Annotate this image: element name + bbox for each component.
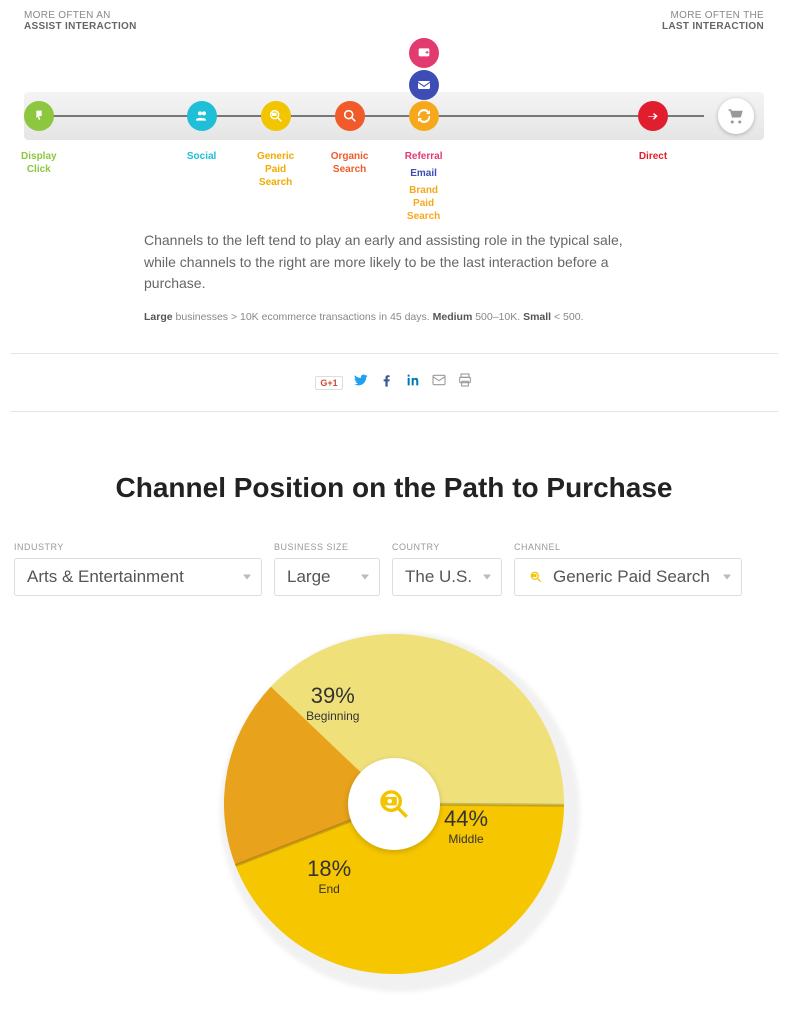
journey-node-direct bbox=[638, 101, 668, 131]
journey-node-display-click bbox=[24, 101, 54, 131]
filter-label: COUNTRY bbox=[392, 542, 502, 552]
journey-node-social bbox=[187, 101, 217, 131]
filter-country: COUNTRY The U.S. bbox=[392, 542, 502, 596]
section-title: Channel Position on the Path to Purchase bbox=[0, 472, 788, 504]
journey-label-referral: ReferralEmailBrandPaidSearch bbox=[405, 150, 443, 223]
chevron-down-icon bbox=[483, 575, 491, 580]
pie-label-beginning: 39%Beginning bbox=[306, 683, 359, 723]
journey-track: DisplayClickSocialGenericPaidSearchOrgan… bbox=[24, 92, 764, 140]
chevron-down-icon bbox=[723, 575, 731, 580]
journey-label-direct: Direct bbox=[639, 150, 667, 163]
filter-channel: CHANNEL Generic Paid Search bbox=[514, 542, 742, 596]
select-value: Generic Paid Search bbox=[553, 567, 710, 587]
twitter-icon[interactable] bbox=[353, 372, 369, 393]
referral-icon bbox=[409, 101, 439, 131]
generic-paid-search-icon bbox=[261, 101, 291, 131]
share-row: G+1 bbox=[0, 354, 788, 411]
industry-select[interactable]: Arts & Entertainment bbox=[14, 558, 262, 596]
journey-node-generic-paid-search bbox=[261, 101, 291, 131]
last-label-line2: LAST INTERACTION bbox=[662, 21, 764, 32]
journey-label-generic-paid-search: GenericPaidSearch bbox=[257, 150, 294, 189]
brand-paid-search-icon bbox=[409, 38, 439, 68]
chevron-down-icon bbox=[361, 575, 369, 580]
divider bbox=[10, 411, 778, 412]
paid-search-icon bbox=[527, 568, 545, 586]
country-select[interactable]: The U.S. bbox=[392, 558, 502, 596]
display-click-icon bbox=[24, 101, 54, 131]
business-size-note: Large businesses > 10K ecommerce transac… bbox=[144, 311, 644, 323]
journey-section: MORE OFTEN AN ASSIST INTERACTION MORE OF… bbox=[0, 0, 788, 140]
journey-node-organic-search bbox=[335, 101, 365, 131]
journey-end-labels: MORE OFTEN AN ASSIST INTERACTION MORE OF… bbox=[24, 10, 764, 32]
social-icon bbox=[187, 101, 217, 131]
journey-node-referral bbox=[409, 101, 439, 131]
assist-label-line2: ASSIST INTERACTION bbox=[24, 21, 137, 32]
pie-chart: 39%Beginning 44%Middle 18%End bbox=[214, 624, 574, 984]
chevron-down-icon bbox=[243, 575, 251, 580]
journey-line bbox=[34, 115, 704, 117]
channel-select[interactable]: Generic Paid Search bbox=[514, 558, 742, 596]
journey-label-social: Social bbox=[187, 150, 216, 163]
google-plus-button[interactable]: G+1 bbox=[315, 376, 342, 390]
direct-icon bbox=[638, 101, 668, 131]
pie-center-icon bbox=[348, 758, 440, 850]
last-label-line1: MORE OFTEN THE bbox=[671, 10, 764, 21]
mail-icon[interactable] bbox=[431, 372, 447, 393]
organic-search-icon bbox=[335, 101, 365, 131]
assist-label-line1: MORE OFTEN AN bbox=[24, 10, 111, 21]
pie-label-end: 18%End bbox=[307, 856, 351, 896]
select-value: Large bbox=[287, 567, 330, 587]
select-value: The U.S. bbox=[405, 567, 472, 587]
filter-business-size: BUSINESS SIZE Large bbox=[274, 542, 380, 596]
linkedin-icon[interactable] bbox=[405, 372, 421, 393]
filter-label: INDUSTRY bbox=[14, 542, 262, 552]
pie-label-middle: 44%Middle bbox=[444, 806, 488, 846]
select-value: Arts & Entertainment bbox=[27, 567, 184, 587]
print-icon[interactable] bbox=[457, 372, 473, 393]
filter-industry: INDUSTRY Arts & Entertainment bbox=[14, 542, 262, 596]
filter-label: BUSINESS SIZE bbox=[274, 542, 380, 552]
filter-label: CHANNEL bbox=[514, 542, 742, 552]
journey-node-email bbox=[409, 70, 439, 104]
filter-row: INDUSTRY Arts & Entertainment BUSINESS S… bbox=[0, 542, 788, 596]
cart-icon bbox=[718, 98, 754, 134]
facebook-icon[interactable] bbox=[379, 372, 395, 393]
journey-label-display-click: DisplayClick bbox=[21, 150, 57, 176]
journey-description: Channels to the left tend to play an ear… bbox=[144, 230, 644, 295]
journey-node-brand-paid-search bbox=[409, 38, 439, 72]
business-size-select[interactable]: Large bbox=[274, 558, 380, 596]
journey-label-organic-search: OrganicSearch bbox=[331, 150, 369, 176]
email-icon bbox=[409, 70, 439, 100]
